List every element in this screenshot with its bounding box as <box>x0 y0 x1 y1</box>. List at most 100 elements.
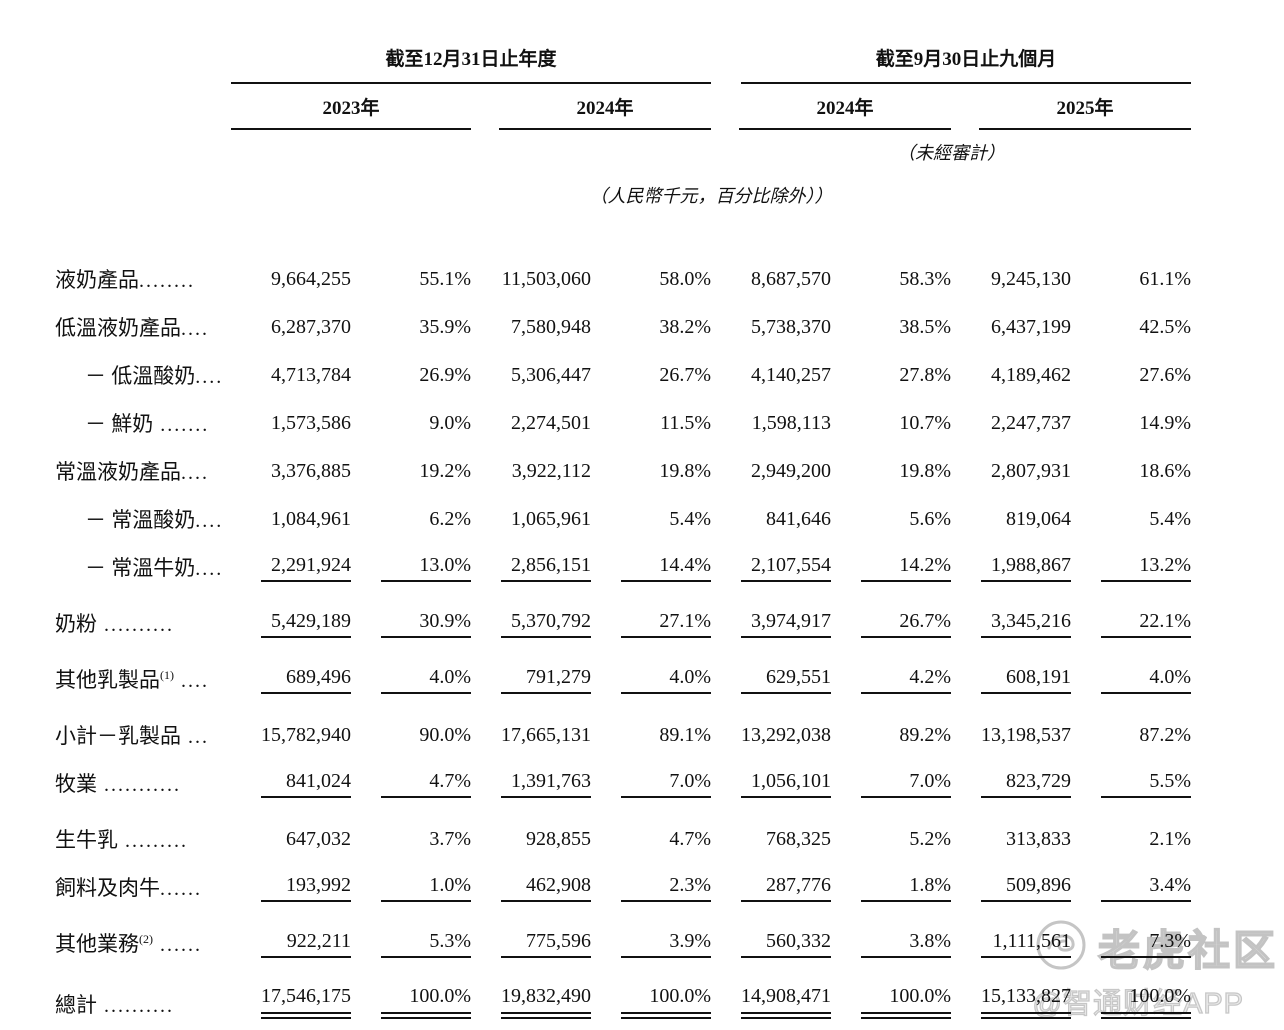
cell-fy2024-percent: 38.2% <box>659 316 711 338</box>
table-row: 生牛乳 ......... 647,032 3.7% 928,855 4.7% … <box>55 806 1191 854</box>
year-header-2024: 2024年 <box>471 84 711 130</box>
table-row: 牧業 ........... 841,024 4.7% 1,391,763 7.… <box>55 750 1191 806</box>
cell-9m2025-percent: 87.2% <box>1139 724 1191 746</box>
cell-9m2025-value: 819,064 <box>1006 508 1071 530</box>
cell-fy2023-percent: 3.7% <box>429 828 471 850</box>
row-label-dot-leader: ........... <box>97 774 181 796</box>
cell-fy2024-percent: 2.3% <box>591 854 711 910</box>
cell-fy2024-value: 1,065,961 <box>511 508 591 530</box>
cell-fy2024-percent: 100.0% <box>591 966 711 1020</box>
cell-fy2023-percent: 1.0% <box>351 854 471 910</box>
cell-9m2025-percent: 42.5% <box>1139 316 1191 338</box>
cell-fy2023-percent: 55.1% <box>419 268 471 290</box>
year-header-2024-9m: 2024年 <box>711 84 951 130</box>
cell-9m2024-value: 287,776 <box>711 854 831 910</box>
row-label: 總計 .......... <box>55 966 231 1020</box>
cell-fy2023-percent: 100.0% <box>351 966 471 1020</box>
row-label-dot-leader: .... <box>181 318 209 340</box>
row-label-text: 小計－乳製品 <box>55 724 181 748</box>
cell-9m2025-value: 2,807,931 <box>991 460 1071 482</box>
row-label-dot-leader: ... <box>181 726 209 748</box>
cell-9m2024-percent: 26.7% <box>831 590 951 646</box>
header-spacer <box>55 130 231 174</box>
cell-9m2024-value: 841,646 <box>766 508 831 530</box>
cell-fy2024-percent: 4.7% <box>669 828 711 850</box>
cell-fy2023-value: 4,713,784 <box>271 364 351 386</box>
row-label-dot-leader: .... <box>195 558 224 580</box>
row-label: 常溫液奶產品.... <box>55 438 231 486</box>
row-label: 液奶產品........ <box>55 246 231 294</box>
unit-note: （人民幣千元，百分比除外）） <box>589 186 833 206</box>
cell-fy2023-value: 17,546,175 <box>231 966 351 1020</box>
cell-fy2023-value: 3,376,885 <box>271 460 351 482</box>
group-header-nine-month: 截至9月30日止九個月 <box>711 20 1191 84</box>
cell-fy2024-percent: 14.4% <box>591 534 711 590</box>
cell-9m2024-percent: 10.7% <box>899 412 951 434</box>
cell-fy2023-value: 922,211 <box>231 910 351 966</box>
cell-fy2024-percent: 27.1% <box>591 590 711 646</box>
cell-fy2024-percent: 26.7% <box>659 364 711 386</box>
cell-fy2023-value: 5,429,189 <box>231 590 351 646</box>
cell-9m2025-value: 3,345,216 <box>951 590 1071 646</box>
row-label: － 鮮奶 ....... <box>55 390 231 438</box>
cell-fy2024-percent: 11.5% <box>660 412 711 434</box>
group-header-annual-label: 截至12月31日止年度 <box>231 44 711 84</box>
cell-fy2024-value: 1,391,763 <box>471 750 591 806</box>
cell-9m2025-percent: 27.6% <box>1139 364 1191 386</box>
cell-fy2023-value: 15,782,940 <box>261 724 351 746</box>
table-row: 液奶產品........ 9,664,255 55.1% 11,503,060 … <box>55 246 1191 294</box>
cell-9m2024-percent: 3.8% <box>831 910 951 966</box>
cell-9m2024-value: 5,738,370 <box>751 316 831 338</box>
cell-fy2024-value: 791,279 <box>471 646 591 702</box>
cell-fy2024-percent: 89.1% <box>659 724 711 746</box>
table-row: 飼料及肉牛...... 193,992 1.0% 462,908 2.3% 28… <box>55 854 1191 910</box>
unaudited-note: （未經審計） <box>897 143 1005 163</box>
row-label-dot-leader: .... <box>174 670 209 692</box>
row-label-text: 生牛乳 <box>55 828 118 852</box>
row-label: 奶粉 .......... <box>55 590 231 646</box>
cell-fy2024-percent: 4.0% <box>591 646 711 702</box>
cell-9m2024-value: 14,908,471 <box>711 966 831 1020</box>
cell-9m2024-percent: 58.3% <box>899 268 951 290</box>
table-row: 低溫液奶產品.... 6,287,370 35.9% 7,580,948 38.… <box>55 294 1191 342</box>
cell-fy2023-percent: 30.9% <box>351 590 471 646</box>
cell-9m2024-percent: 5.6% <box>909 508 951 530</box>
cell-9m2024-percent: 27.8% <box>899 364 951 386</box>
cell-9m2025-percent: 61.1% <box>1139 268 1191 290</box>
cell-fy2023-percent: 9.0% <box>429 412 471 434</box>
cell-9m2024-percent: 89.2% <box>899 724 951 746</box>
cell-fy2024-value: 7,580,948 <box>511 316 591 338</box>
table-row: － 常溫酸奶.... 1,084,961 6.2% 1,065,961 5.4%… <box>55 486 1191 534</box>
cell-fy2024-value: 2,856,151 <box>471 534 591 590</box>
cell-fy2023-value: 6,287,370 <box>271 316 351 338</box>
table-row: 總計 .......... 17,546,175 100.0% 19,832,4… <box>55 966 1191 1020</box>
period-group-header-row: 截至12月31日止年度 截至9月30日止九個月 <box>55 20 1191 84</box>
row-label: － 常溫牛奶.... <box>55 534 231 590</box>
cell-9m2025-value: 313,833 <box>1006 828 1071 850</box>
table-row: － 鮮奶 ....... 1,573,586 9.0% 2,274,501 11… <box>55 390 1191 438</box>
cell-9m2025-percent: 13.2% <box>1071 534 1191 590</box>
cell-9m2024-percent: 100.0% <box>831 966 951 1020</box>
group-header-annual: 截至12月31日止年度 <box>231 20 711 84</box>
cell-fy2023-value: 647,032 <box>286 828 351 850</box>
cell-fy2023-percent: 13.0% <box>351 534 471 590</box>
row-label-dot-leader: .......... <box>97 614 174 636</box>
cell-fy2023-percent: 26.9% <box>419 364 471 386</box>
table-row: 其他業務(2) ...... 922,211 5.3% 775,596 3.9%… <box>55 910 1191 966</box>
cell-9m2024-value: 1,056,101 <box>711 750 831 806</box>
row-label: 低溫液奶產品.... <box>55 294 231 342</box>
watermark-community-name: 老虎社区 <box>1097 926 1278 975</box>
cell-9m2025-value: 608,191 <box>951 646 1071 702</box>
row-label-text: 其他乳製品 <box>55 668 160 692</box>
row-label-dot-leader: ......... <box>118 830 188 852</box>
cell-9m2025-percent: 3.4% <box>1071 854 1191 910</box>
cell-9m2024-value: 1,598,113 <box>751 412 831 434</box>
cell-9m2025-value: 823,729 <box>951 750 1071 806</box>
unaudited-note-row: （未經審計） <box>55 130 1191 174</box>
cell-fy2024-value: 775,596 <box>471 910 591 966</box>
cell-9m2025-percent: 5.4% <box>1149 508 1191 530</box>
cell-9m2025-percent: 7.3% <box>1071 910 1191 966</box>
row-label: 其他乳製品(1) .... <box>55 646 231 702</box>
cell-9m2025-value: 1,988,867 <box>951 534 1071 590</box>
row-label: － 低溫酸奶.... <box>55 342 231 390</box>
